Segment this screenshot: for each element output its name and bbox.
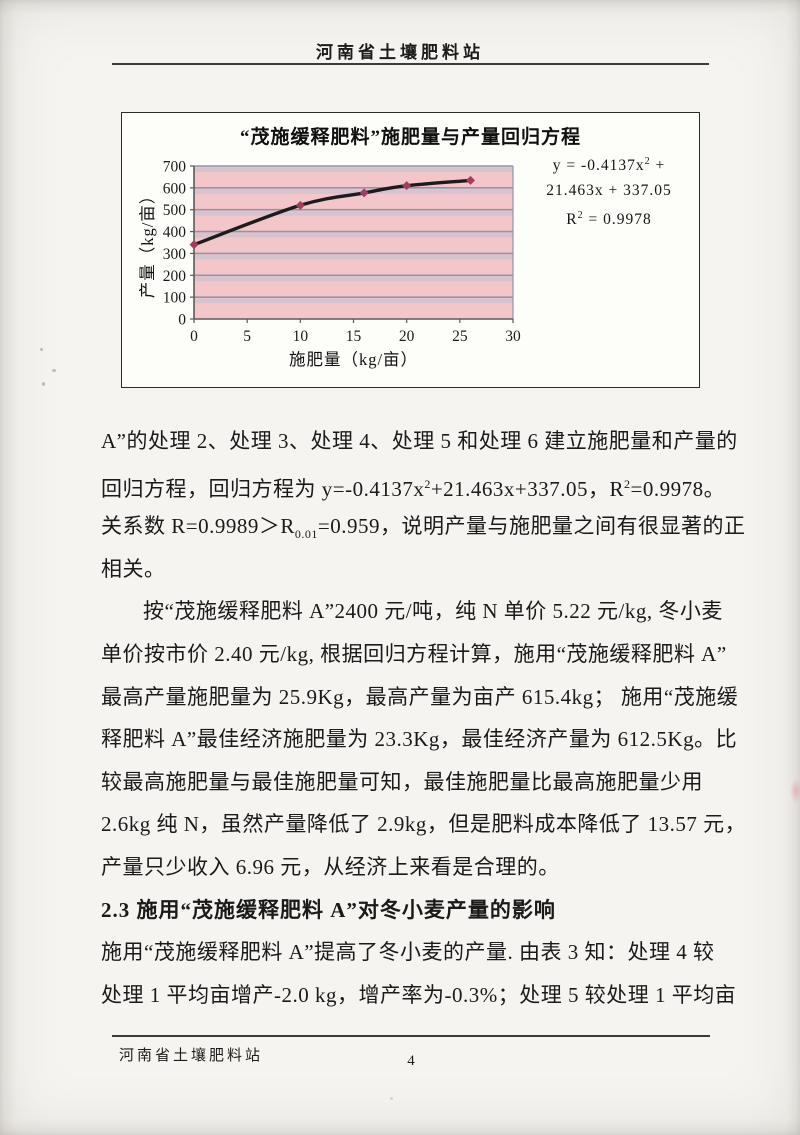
body-text: A”的处理 2、处理 3、处理 4、处理 5 和处理 6 建立施肥量和产量的 回归…	[101, 420, 747, 1016]
svg-text:500: 500	[163, 202, 187, 219]
equation-line: y = -0.4137x2 +	[552, 156, 666, 175]
svg-text:100: 100	[163, 290, 187, 307]
chart-title: “茂施缓释肥料”施肥量与产量回归方程	[239, 127, 581, 148]
body-line: 单价按市价 2.40 元/kg, 根据回归方程计算，施用“茂施缓释肥料 A”	[101, 641, 727, 666]
body-line: 关系数 R=0.9989＞R0.01=0.959，说明产量与施肥量之间有很显著的…	[101, 514, 746, 542]
equation-line: 21.463x + 337.05	[546, 182, 672, 200]
equation-line: R2 = 0.9978	[566, 210, 652, 229]
body-line: 2.3 施用“茂施缓释肥料 A”对冬小麦产量的影响	[101, 897, 556, 922]
body-line: A”的处理 2、处理 3、处理 4、处理 5 和处理 6 建立施肥量和产量的	[101, 429, 738, 453]
svg-text:产量（kg/亩）: 产量（kg/亩）	[138, 187, 157, 299]
scan-speck	[42, 382, 45, 386]
footer-rule	[112, 1035, 710, 1037]
svg-text:400: 400	[163, 224, 187, 241]
svg-text:0: 0	[190, 328, 198, 345]
body-line: 施用“茂施缓释肥料 A”提高了冬小麦的产量. 由表 3 知：处理 4 较	[101, 940, 715, 965]
header-rule	[112, 63, 709, 65]
body-line: 2.6kg 纯 N，虽然产量降低了 2.9kg，但是肥料成本降低了 13.57 …	[101, 812, 747, 837]
svg-text:200: 200	[163, 268, 187, 285]
scan-speck	[40, 348, 43, 351]
svg-text:700: 700	[163, 159, 187, 176]
svg-text:25: 25	[452, 328, 468, 345]
body-line: 按“茂施缓释肥料 A”2400 元/吨，纯 N 单价 5.22 元/kg, 冬小…	[143, 599, 723, 624]
page-number: 4	[407, 1053, 415, 1069]
body-line: 回归方程，回归方程为 y=-0.4137x2+21.463x+337.05，R2…	[101, 476, 726, 501]
page-footer-title: 河南省土壤肥料站	[119, 1048, 264, 1064]
svg-text:15: 15	[346, 328, 362, 345]
body-line: 相关。	[101, 556, 166, 581]
scan-speck	[390, 1097, 393, 1100]
svg-text:5: 5	[243, 328, 251, 345]
svg-text:20: 20	[399, 328, 415, 345]
body-line: 释肥料 A”最佳经济施肥量为 23.3Kg，最佳经济产量为 612.5Kg。比	[101, 727, 738, 752]
svg-text:300: 300	[163, 246, 187, 263]
svg-text:施肥量（kg/亩）: 施肥量（kg/亩）	[289, 350, 418, 369]
svg-text:0: 0	[178, 312, 186, 329]
scan-speck	[52, 369, 56, 372]
body-line: 较最高施肥量与最佳施肥量可知，最佳施肥量比最高施肥量少用	[101, 769, 703, 794]
body-line: 最高产量施肥量为 25.9Kg，最高产量为亩产 615.4kg； 施用“茂施缓	[101, 684, 739, 709]
body-line: 产量只少收入 6.96 元，从经济上来看是合理的。	[101, 854, 560, 879]
scan-smudge	[790, 778, 800, 804]
chart-figure: 0 100 200 300 400 500 600 700 0 5 10 15 20 25 30 施肥量（kg…	[121, 112, 700, 388]
svg-text:600: 600	[163, 180, 187, 197]
body-line: 处理 1 平均亩增产-2.0 kg，增产率为-0.3%；处理 5 较处理 1 平…	[101, 982, 737, 1007]
regression-chart: 0 100 200 300 400 500 600 700 0 5 10 15 20 25 30 施肥量（kg…	[138, 159, 521, 370]
svg-text:30: 30	[505, 328, 521, 345]
page-header-title: 河南省土壤肥料站	[316, 43, 484, 62]
svg-text:10: 10	[293, 328, 309, 345]
chart-equation: y = -0.4137x2 + 21.463x + 337.05 R2 = 0.99…	[520, 149, 698, 232]
